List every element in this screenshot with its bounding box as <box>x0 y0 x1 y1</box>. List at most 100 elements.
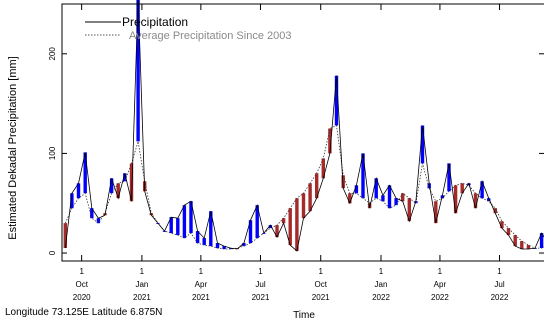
x-tick-label: Oct <box>75 280 88 289</box>
x-tick-label: Jan <box>135 280 148 289</box>
bar-below-average <box>116 183 120 199</box>
x-tick-label: 1 <box>258 267 263 276</box>
bar-below-average <box>275 225 279 238</box>
x-tick-label: 2021 <box>133 293 151 302</box>
bar-below-average <box>434 201 438 224</box>
x-tick-label: 1 <box>379 267 384 276</box>
legend: Precipitation Average Precipitation Sinc… <box>85 15 291 42</box>
x-tick-label: 2022 <box>431 293 449 302</box>
bar-above-average <box>169 217 173 234</box>
x-axis-ticks: 1 Oct 2020 1 Jan 2021 1 Apr 2021 1 Jul 2021 1 Oct 2021… <box>73 4 509 302</box>
bar-above-average <box>109 178 114 194</box>
bar-above-average <box>123 173 127 182</box>
bar-above-average <box>182 205 187 239</box>
x-tick-label: 2021 <box>192 293 210 302</box>
x-tick-label: Apr <box>434 280 447 289</box>
x-tick-label: 1 <box>79 267 84 276</box>
y-tick-label: 100 <box>48 146 57 160</box>
bar-below-average <box>348 193 352 204</box>
x-tick-label: Jul <box>255 280 265 289</box>
bar-above-average <box>176 218 180 236</box>
bar-below-average <box>295 198 299 251</box>
y-axis-ticks: 0 100 200 <box>48 47 544 255</box>
bar-above-average <box>480 181 484 199</box>
bar-above-average <box>195 231 200 244</box>
bar-below-average <box>473 193 478 209</box>
bar-above-average <box>447 163 451 192</box>
x-tick-label: 2021 <box>312 293 330 302</box>
bar-below-average <box>453 185 458 214</box>
location-label: Longitude 73.125E Latitude 6.875N <box>5 307 162 318</box>
x-axis-label: Time <box>293 310 315 321</box>
bar-above-average <box>90 208 94 219</box>
bar-below-average <box>513 235 517 247</box>
bar-above-average <box>83 152 87 194</box>
bar-above-average <box>222 246 226 250</box>
plot-frame <box>61 3 544 262</box>
x-tick-label: 1 <box>318 267 323 276</box>
bar-below-average <box>321 158 325 179</box>
bar-above-average <box>268 225 273 229</box>
bar-above-average <box>487 198 491 202</box>
bar-below-average <box>301 193 306 219</box>
bar-above-average <box>242 243 246 247</box>
bar-below-average <box>288 208 292 246</box>
bar-above-average <box>215 243 220 249</box>
bar-below-average <box>281 218 286 224</box>
legend-entry-average: Average Precipitation Since 2003 <box>129 30 291 42</box>
bar-below-average <box>129 163 134 202</box>
bar-below-average <box>401 193 405 202</box>
y-tick-label: 0 <box>48 250 57 255</box>
x-tick-label: 2022 <box>372 293 390 302</box>
bar-above-average <box>539 233 544 248</box>
bar-above-average <box>70 193 74 209</box>
bar-below-average <box>526 245 531 250</box>
bar-above-average <box>381 195 385 202</box>
x-tick-label: 1 <box>438 267 443 276</box>
x-tick-label: Apr <box>195 280 208 289</box>
x-tick-label: 2020 <box>73 293 91 302</box>
bar-above-average <box>76 183 81 199</box>
bar-above-average <box>334 75 339 126</box>
bar-below-average <box>520 241 524 250</box>
bar-above-average <box>229 248 233 250</box>
bar-below-average <box>407 198 411 222</box>
bar-above-average <box>136 0 140 142</box>
bar-below-average <box>315 173 319 199</box>
bar-above-average <box>248 220 253 244</box>
x-tick-label: Jul <box>494 280 504 289</box>
plot-area <box>63 0 544 252</box>
average-precipitation-line <box>64 124 544 250</box>
bar-below-average <box>506 228 511 236</box>
bar-above-average <box>427 183 431 189</box>
y-axis-label: Estimated Dekadal Precipitation [mm] <box>7 56 19 239</box>
bar-below-average <box>500 221 504 229</box>
x-tick-label: Jan <box>375 280 388 289</box>
bar-below-average <box>308 183 312 212</box>
legend-entry-precipitation: Precipitation <box>122 15 188 29</box>
y-tick-label: 200 <box>48 47 57 61</box>
bar-below-average <box>63 223 67 248</box>
bar-above-average <box>354 185 359 194</box>
bar-below-average <box>328 128 332 154</box>
bar-below-average <box>493 208 497 214</box>
x-tick-label: 2022 <box>491 293 509 302</box>
bar-above-average <box>255 205 259 239</box>
bar-above-average <box>387 185 392 209</box>
x-tick-label: 1 <box>497 267 502 276</box>
bar-above-average <box>394 198 398 206</box>
x-tick-label: 1 <box>140 267 145 276</box>
x-tick-label: 1 <box>199 267 204 276</box>
bar-above-average <box>374 178 378 199</box>
bar-above-average <box>202 238 206 246</box>
bar-above-average <box>189 201 193 234</box>
precipitation-line <box>64 0 544 252</box>
x-tick-label: Oct <box>314 280 327 289</box>
bar-above-average <box>361 153 365 199</box>
bar-below-average <box>460 183 464 194</box>
bar-above-average <box>420 125 425 164</box>
bar-above-average <box>209 211 213 247</box>
x-tick-label: 2021 <box>252 293 270 302</box>
